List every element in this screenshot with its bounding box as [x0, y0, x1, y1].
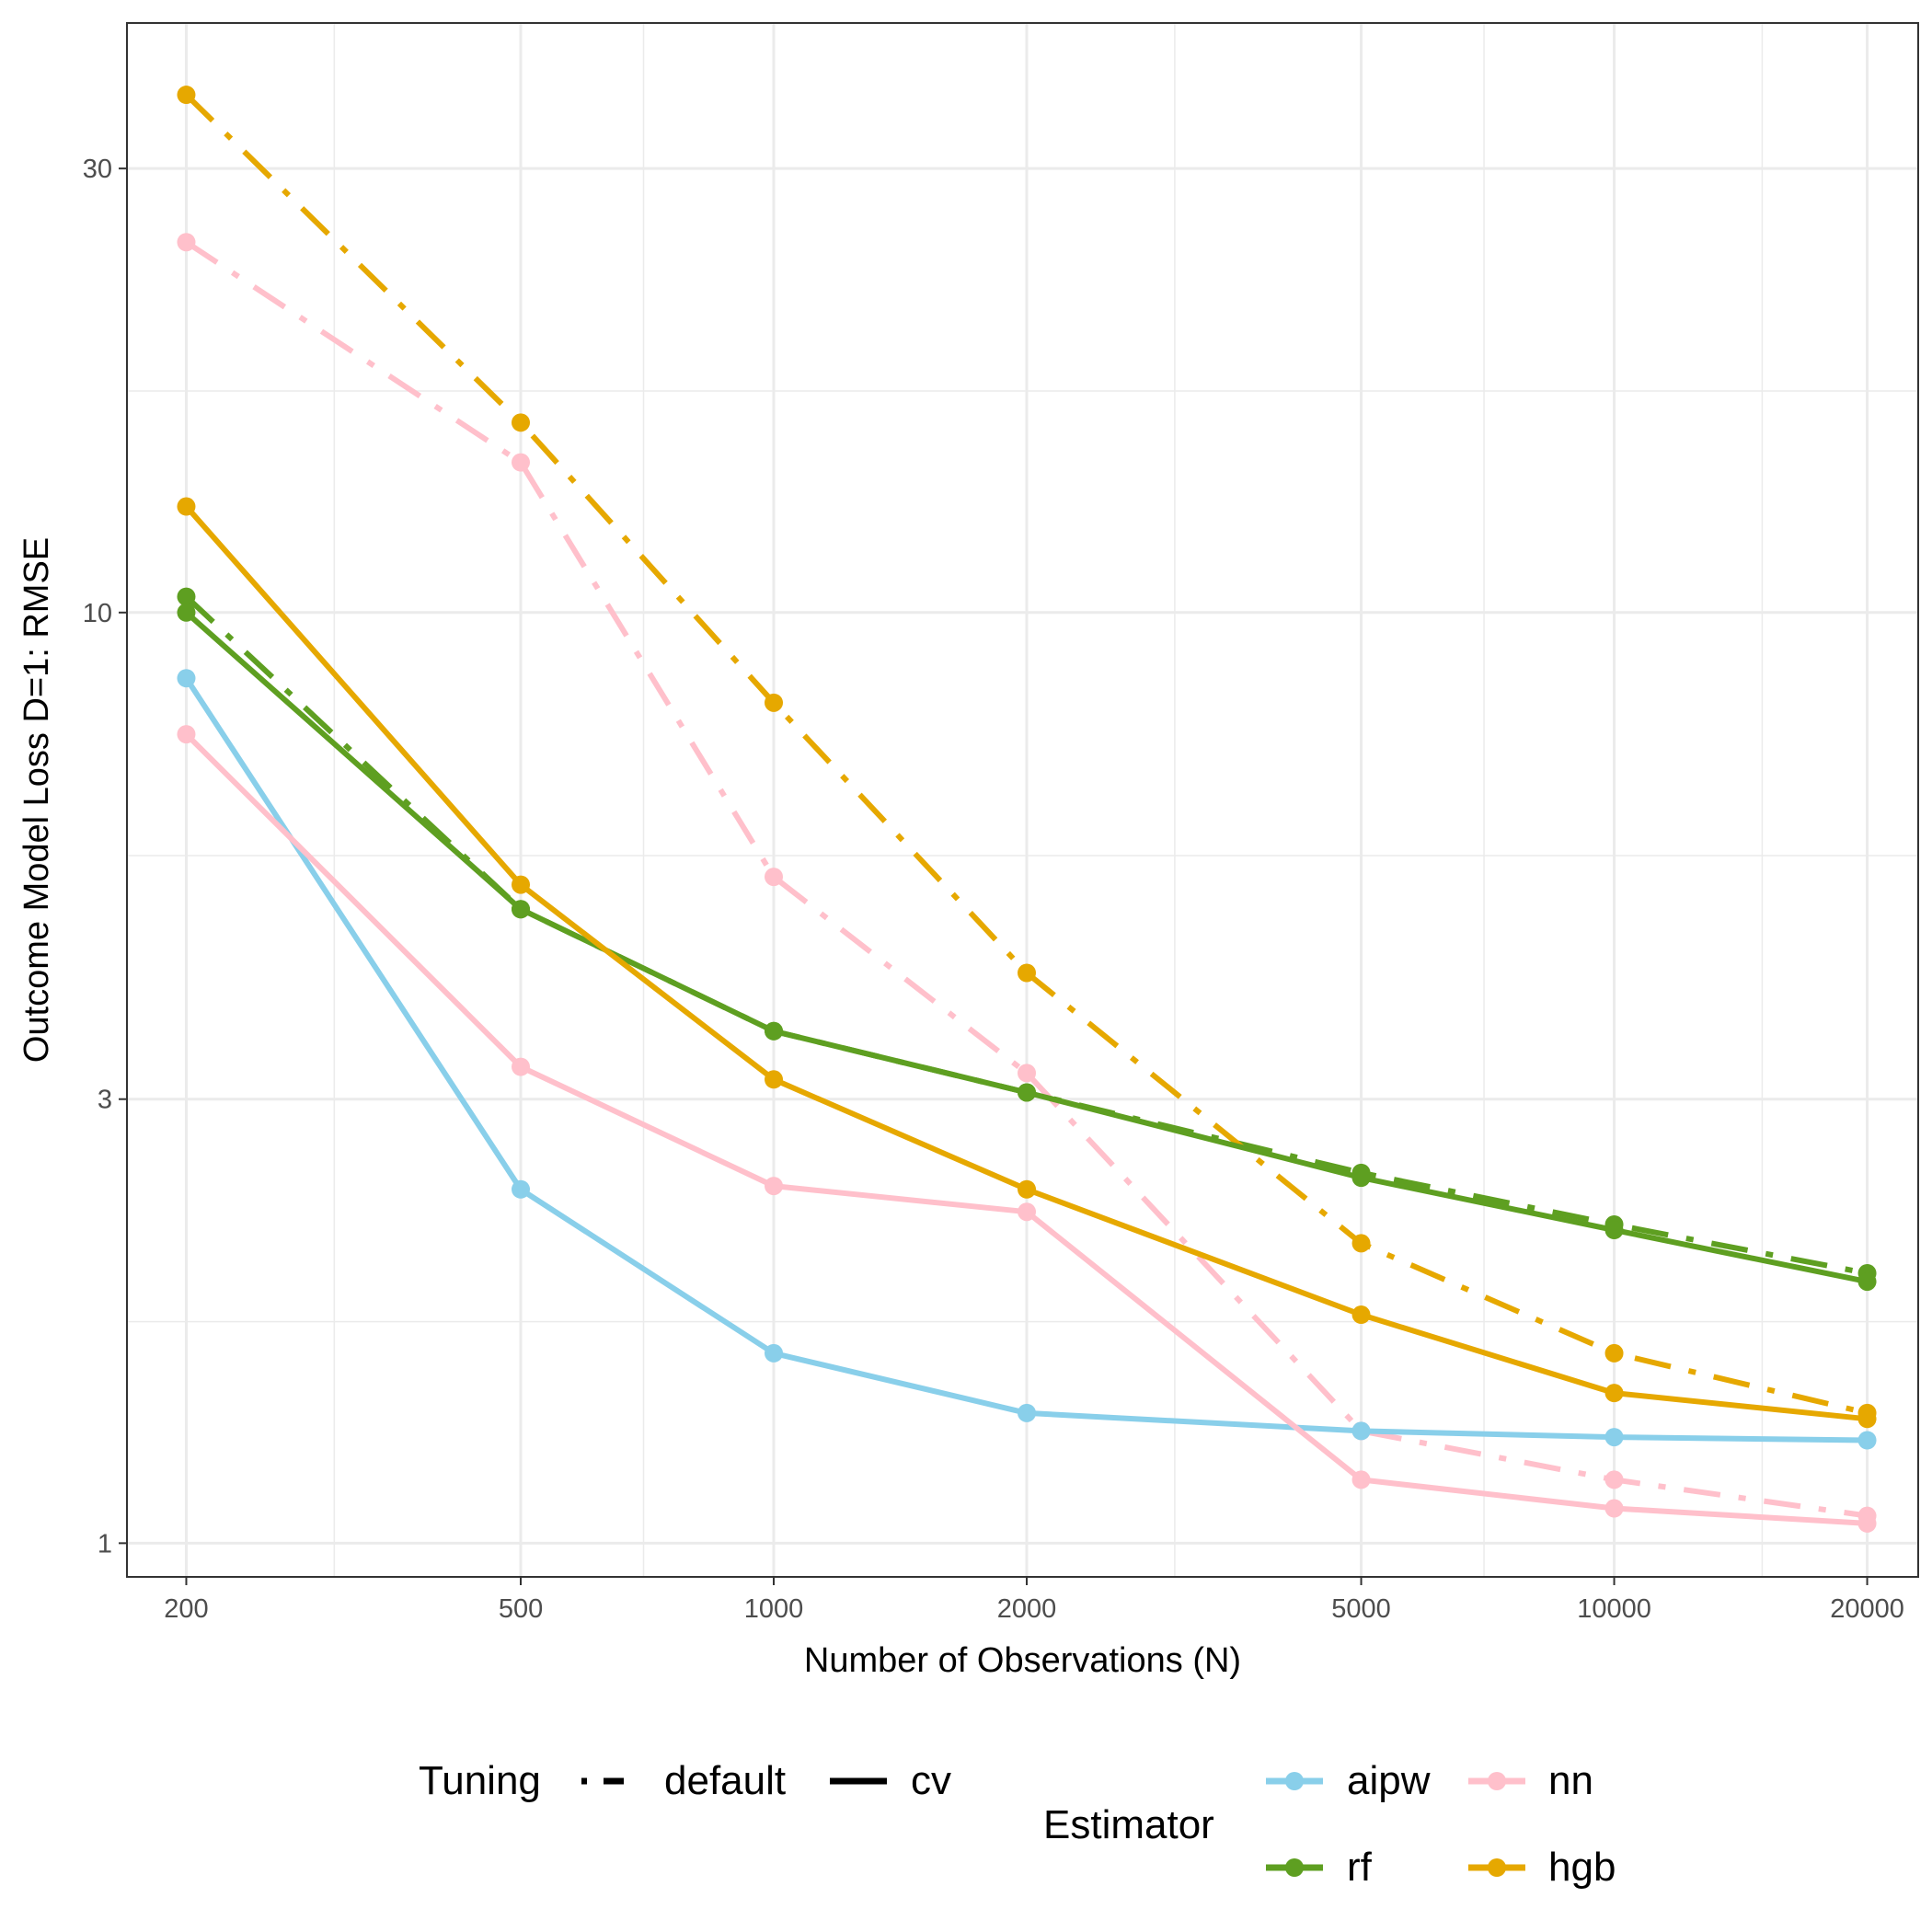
point-nn-cv — [1351, 1470, 1371, 1489]
axis-ticks — [119, 167, 1869, 1585]
major-gridlines — [127, 23, 1918, 1577]
point-hgb-cv — [1351, 1305, 1371, 1325]
legend-label-aipw: aipw — [1347, 1758, 1431, 1803]
point-rf-cv — [765, 1021, 784, 1041]
legend-label-rf: rf — [1347, 1845, 1373, 1890]
legend-estimator-title: Estimator — [1043, 1802, 1214, 1847]
point-aipw-cv — [177, 669, 196, 688]
point-aipw-cv — [765, 1343, 784, 1363]
legend-label-default: default — [664, 1758, 786, 1803]
point-nn-default — [512, 453, 531, 472]
y-tick-label: 1 — [98, 1529, 112, 1558]
point-nn-default — [765, 868, 784, 887]
point-hgb-default — [512, 413, 531, 432]
point-nn-cv — [1018, 1202, 1037, 1222]
y-tick-label: 3 — [98, 1086, 112, 1115]
point-nn-default — [177, 233, 196, 252]
x-tick-label: 2000 — [997, 1594, 1057, 1624]
series-layer — [177, 86, 1877, 1533]
x-tick-label: 200 — [164, 1594, 208, 1624]
point-aipw-cv — [1018, 1403, 1037, 1422]
minor-gridlines — [127, 23, 1918, 1577]
x-axis-title: Number of Observations (N) — [804, 1641, 1241, 1680]
legend-key-point-hgb — [1488, 1858, 1506, 1877]
point-aipw-cv — [1351, 1421, 1371, 1441]
point-hgb-default — [177, 86, 196, 105]
legend-key-point-nn — [1488, 1772, 1506, 1790]
point-hgb-cv — [765, 1070, 784, 1089]
point-hgb-default — [765, 693, 784, 712]
point-hgb-cv — [1857, 1409, 1877, 1429]
point-rf-cv — [1604, 1221, 1624, 1240]
point-hgb-cv — [1604, 1384, 1624, 1403]
legend-key-point-rf — [1285, 1858, 1304, 1877]
point-nn-cv — [1604, 1499, 1624, 1518]
point-nn-default — [1018, 1064, 1037, 1083]
point-aipw-cv — [1857, 1431, 1877, 1450]
y-axis-title: Outcome Model Loss D=1: RMSE — [17, 537, 56, 1063]
point-aipw-cv — [512, 1179, 531, 1199]
point-hgb-default — [1351, 1234, 1371, 1253]
point-nn-cv — [512, 1057, 531, 1076]
point-hgb-default — [1018, 963, 1037, 983]
point-nn-cv — [1857, 1513, 1877, 1533]
point-hgb-cv — [177, 497, 196, 516]
y-tick-label: 10 — [83, 599, 112, 628]
series-hgb-cv — [177, 497, 1877, 1429]
x-tick-label: 5000 — [1331, 1594, 1391, 1624]
series-aipw-cv — [177, 669, 1877, 1450]
point-hgb-cv — [1018, 1179, 1037, 1199]
series-nn-cv — [177, 725, 1877, 1533]
point-nn-cv — [765, 1177, 784, 1196]
legend-tuning-title: Tuning — [419, 1758, 541, 1803]
point-rf-cv — [1018, 1083, 1037, 1102]
legend: Tuning default cv Estimator aipw nn rf h… — [419, 1758, 1616, 1890]
legend-label-cv: cv — [911, 1758, 951, 1803]
legend-estimator-keys — [1266, 1772, 1525, 1877]
point-nn-default — [1604, 1470, 1624, 1489]
x-tick-label: 1000 — [744, 1594, 804, 1624]
y-tick-label: 30 — [83, 155, 112, 184]
x-tick-label: 20000 — [1830, 1594, 1904, 1624]
point-aipw-cv — [1604, 1428, 1624, 1447]
point-rf-cv — [177, 603, 196, 622]
panel-border — [126, 22, 1919, 1578]
point-rf-cv — [512, 900, 531, 919]
x-tick-label: 10000 — [1577, 1594, 1651, 1624]
point-hgb-cv — [512, 875, 531, 894]
point-hgb-default — [1604, 1343, 1624, 1363]
legend-label-nn: nn — [1548, 1758, 1593, 1803]
series-rf-cv — [177, 603, 1877, 1292]
point-nn-cv — [177, 725, 196, 744]
legend-key-point-aipw — [1285, 1772, 1304, 1790]
point-rf-cv — [1351, 1168, 1371, 1188]
series-hgb-default — [177, 86, 1877, 1422]
x-tick-label: 500 — [499, 1594, 543, 1624]
point-rf-default — [177, 587, 196, 606]
point-rf-cv — [1857, 1272, 1877, 1292]
tick-labels: 200 500 1000 2000 5000 10000 20000 1 3 10 30 — [83, 155, 1904, 1624]
legend-label-hgb: hgb — [1548, 1845, 1616, 1890]
